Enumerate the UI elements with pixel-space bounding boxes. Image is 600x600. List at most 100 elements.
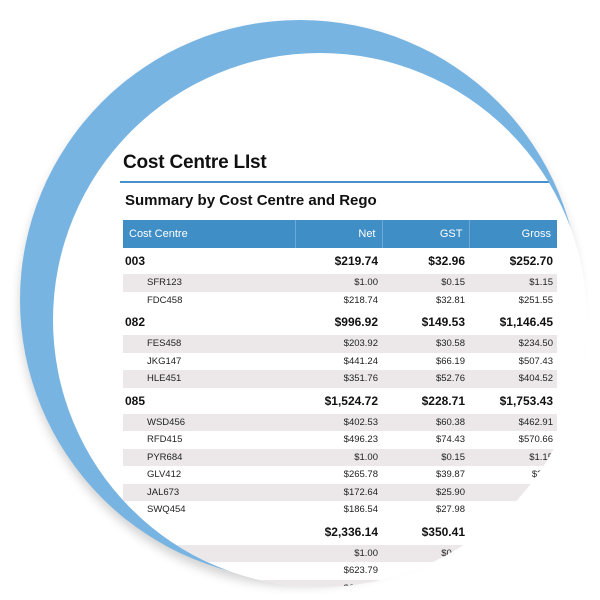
rego-row: PYR684 $1.00 $0.15 $1.15: [123, 448, 557, 466]
rego-net: $1.00: [295, 448, 382, 466]
rego-gst: $32.81: [435, 294, 465, 306]
rego-gst: $39.87: [435, 469, 465, 481]
group-gross: $1,146.45: [469, 309, 557, 335]
rego-code: SWQ454: [147, 504, 186, 516]
rego-gst: $0.15: [382, 448, 469, 466]
group-gross: [469, 518, 557, 545]
rego-net: $186.54: [343, 504, 378, 516]
rego-code: [123, 579, 295, 587]
rego-net: $496.23: [343, 434, 378, 446]
circular-frame: Cost Centre LIst Summary by Cost Centre …: [20, 20, 587, 587]
rego-code: FES458: [123, 335, 295, 353]
rego-code: GLV412: [147, 469, 182, 481]
rego-row: SFR123 $1.00 $0.15 $1.15: [123, 274, 557, 292]
rego-gst: $74.43: [435, 434, 465, 446]
group-net: $1,524.72: [295, 387, 382, 414]
frame-viewport: Cost Centre LIst Summary by Cost Centre …: [53, 53, 587, 587]
rego-net: $1.00: [295, 274, 382, 292]
group-net: $219.74: [295, 248, 382, 274]
rego-gst: [382, 579, 469, 587]
title-divider: [120, 181, 556, 183]
rego-row: RFD415 $496.23 $74.43 $570.66: [123, 431, 557, 449]
rego-code: JAL673: [123, 483, 295, 501]
rego-gross: $1.15: [469, 448, 557, 466]
table-body: 003 $219.74 $32.96 $252.70 SFR123 $1.00 $0.15 $…: [123, 248, 557, 587]
rego-net: $402.53: [295, 413, 382, 431]
group-gst: $350.41: [382, 518, 469, 545]
rego-gross: $1: [469, 483, 557, 501]
rego-gst: $52.76: [382, 370, 469, 388]
rego-net: $172.64: [295, 483, 382, 501]
group-gross: $1,753.43: [469, 387, 557, 414]
rego-code: [123, 544, 295, 562]
rego-net: $203.92: [295, 335, 382, 353]
rego-net: $1.00: [295, 544, 382, 562]
report-page: Cost Centre LIst Summary by Cost Centre …: [53, 53, 587, 587]
rego-row: FDC458 $218.74 $32.81 $251.55: [123, 292, 557, 310]
rego-gross: $404.52: [469, 370, 557, 388]
rego-gross: $305: [531, 469, 553, 481]
rego-code: SFR123: [123, 274, 295, 292]
cost-centre-code: [123, 518, 295, 545]
rego-row: WSD456 $402.53 $60.38 $462.91: [123, 413, 557, 431]
rego-gst: $60.38: [382, 413, 469, 431]
rego-row: GLV412 $265.78 $39.87 $305: [123, 466, 557, 484]
report-subtitle: Summary by Cost Centre and Rego: [125, 192, 377, 209]
rego-gross: $1.15: [469, 274, 557, 292]
rego-gross: $234.50: [469, 335, 557, 353]
rego-row: JKG147 $441.24 $66.19 $507.43: [123, 353, 557, 371]
group-net: $2,336.14: [295, 518, 382, 545]
rego-gross: [469, 579, 557, 587]
rego-gst: $27.98: [435, 504, 465, 516]
rego-net: $218.74: [343, 294, 378, 306]
cost-centre-group-row: 003 $219.74 $32.96 $252.70: [123, 248, 557, 274]
rego-gst: $0.15: [382, 274, 469, 292]
rego-code: FDC458: [147, 294, 183, 306]
rego-code: WSD456: [123, 413, 295, 431]
group-gst: $32.96: [382, 248, 469, 274]
column-header-gross: Gross: [468, 220, 557, 248]
rego-row: JAL673 $172.64 $25.90 $1: [123, 483, 557, 501]
group-gross: $252.70: [469, 248, 557, 274]
rego-gross: [469, 562, 557, 580]
cost-centre-group-row: 085 $1,524.72 $228.71 $1,753.43: [123, 387, 557, 414]
rego-net: $265.78: [343, 469, 378, 481]
group-gst: $228.71: [382, 387, 469, 414]
rego-gst: $66.19: [435, 355, 465, 367]
rego-code: RFD415: [147, 434, 183, 446]
column-header-gst: GST: [381, 220, 469, 248]
column-header-net: Net: [294, 220, 382, 248]
rego-code: HLE451: [123, 370, 295, 388]
rego-code: [123, 562, 295, 580]
rego-code: JKG147: [147, 355, 182, 367]
rego-gross: [469, 501, 557, 519]
rego-gst: [382, 562, 469, 580]
rego-net: $623.79: [343, 565, 378, 577]
rego-gross: $462.91: [469, 413, 557, 431]
cost-centre-table: Cost Centre Net GST Gross 003 $219.74 $32.…: [123, 220, 557, 587]
rego-row: $283.53: [123, 579, 557, 587]
cost-centre-group-row: $2,336.14 $350.41: [123, 518, 557, 545]
table-header-row: Cost Centre Net GST Gross: [123, 220, 557, 248]
rego-net: $441.24: [343, 355, 378, 367]
group-gst: $149.53: [382, 309, 469, 335]
rego-code: PYR684: [123, 448, 295, 466]
rego-gross: [469, 544, 557, 562]
rego-row: FES458 $203.92 $30.58 $234.50: [123, 335, 557, 353]
rego-row: SWQ454 $186.54 $27.98: [123, 501, 557, 519]
rego-row: HLE451 $351.76 $52.76 $404.52: [123, 370, 557, 388]
report-title: Cost Centre LIst: [123, 152, 267, 173]
rego-net: $351.76: [295, 370, 382, 388]
cost-centre-code: 085: [123, 387, 295, 414]
rego-net: $283.53: [295, 579, 382, 587]
rego-gross: $507.43: [518, 355, 553, 367]
rego-gst: $30.58: [382, 335, 469, 353]
rego-row: $623.79: [123, 562, 557, 580]
rego-gross: $570.66: [518, 434, 553, 446]
cost-centre-code: 082: [123, 309, 295, 335]
rego-row: $1.00 $0.15: [123, 544, 557, 562]
rego-gross: $251.55: [518, 294, 553, 306]
column-header-cost-centre: Cost Centre: [123, 220, 295, 248]
rego-gst: $25.90: [382, 483, 469, 501]
cost-centre-code: 003: [123, 248, 295, 274]
